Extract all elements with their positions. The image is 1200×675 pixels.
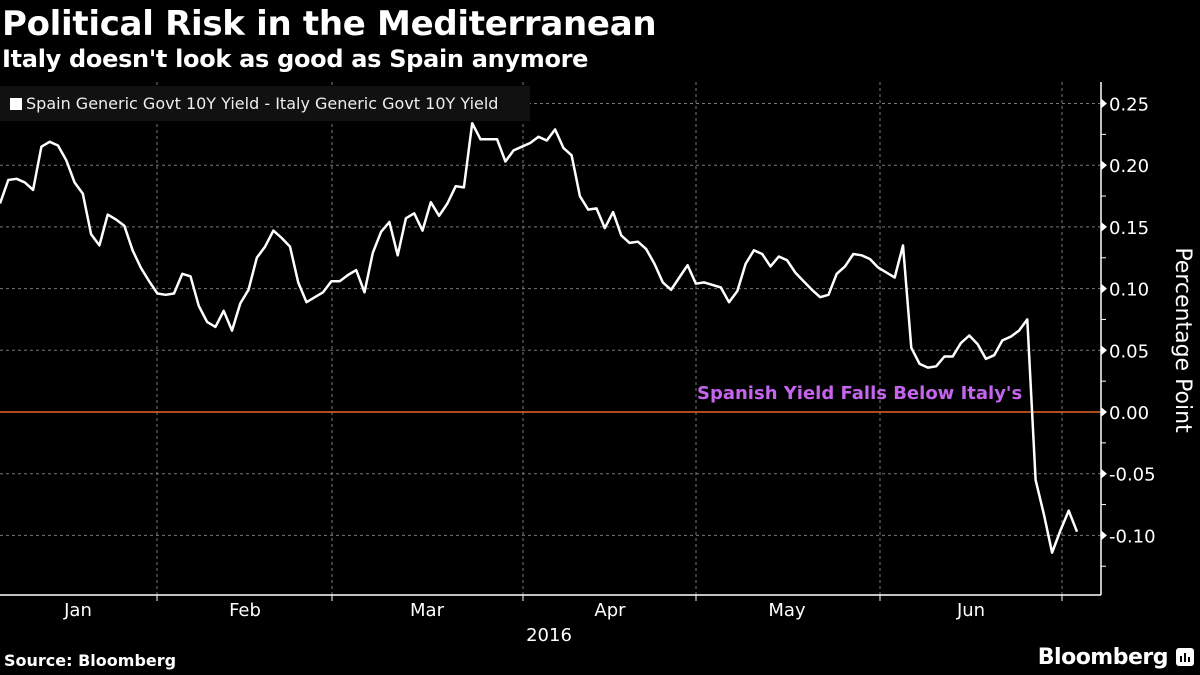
x-tick-label-may: May xyxy=(768,600,806,621)
source-note: Source: Bloomberg xyxy=(4,651,177,670)
y-tick-label: -0.10 xyxy=(1109,526,1156,547)
y-tick-label: 0.20 xyxy=(1109,156,1149,177)
legend: Spain Generic Govt 10Y Yield - Italy Gen… xyxy=(0,86,530,121)
x-axis-ticks: Jan Feb Mar Apr May Jun xyxy=(63,595,1063,621)
y-tick-label: 0.05 xyxy=(1109,341,1149,362)
x-tick-label-jun: Jun xyxy=(956,600,985,621)
bloomberg-chart-icon xyxy=(1176,648,1194,666)
y-tick-marker xyxy=(1101,98,1107,109)
y-tick-label: 0.00 xyxy=(1109,403,1149,424)
x-tick-label-mar: Mar xyxy=(410,600,445,621)
y-tick-label: -0.05 xyxy=(1109,465,1156,486)
brand-logo: Bloomberg xyxy=(1037,645,1169,670)
y-tick-marker xyxy=(1101,221,1107,232)
y-tick-label: 0.10 xyxy=(1109,280,1149,301)
legend-swatch xyxy=(10,97,22,110)
x-axis-year-label: 2016 xyxy=(526,625,572,646)
y-tick-marker xyxy=(1101,160,1107,171)
y-tick-label: 0.15 xyxy=(1109,218,1149,239)
y-axis-ticks: 0.25 0.20 0.15 0.10 0.05 0.00 -0.05 -0.10 xyxy=(1101,95,1156,567)
annotation-spanish-yield: Spanish Yield Falls Below Italy's xyxy=(697,383,1022,404)
y-tick-marker xyxy=(1101,345,1107,356)
legend-label: Spain Generic Govt 10Y Yield - Italy Gen… xyxy=(26,94,499,113)
y-tick-label: 0.25 xyxy=(1109,95,1149,116)
y-tick-marker xyxy=(1101,283,1107,294)
grid-lines xyxy=(0,82,1101,595)
chart-title: Political Risk in the Mediterranean xyxy=(2,4,657,44)
series-line-spain-minus-italy xyxy=(0,121,1079,554)
y-tick-marker xyxy=(1101,407,1107,417)
y-tick-marker xyxy=(1101,468,1107,479)
chart-subtitle: Italy doesn't look as good as Spain anym… xyxy=(2,45,589,73)
x-tick-label-apr: Apr xyxy=(594,600,626,621)
x-tick-label-feb: Feb xyxy=(229,600,261,621)
y-tick-marker xyxy=(1101,530,1107,541)
x-tick-label-jan: Jan xyxy=(63,600,92,621)
y-axis-title: Percentage Point xyxy=(1170,247,1195,433)
axes xyxy=(0,82,1102,596)
